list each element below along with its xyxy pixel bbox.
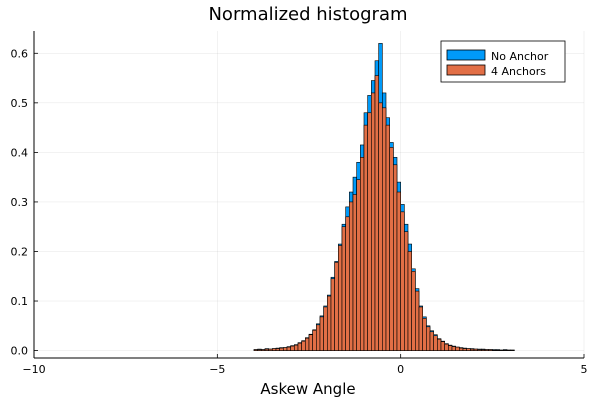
histogram-bar (349, 201, 354, 351)
histogram-bar (404, 231, 409, 351)
histogram-bar (396, 191, 401, 351)
histogram-bar (297, 342, 302, 351)
y-tick-label: 0.3 (11, 196, 29, 209)
histogram-bar (290, 345, 295, 351)
histogram-bar (488, 349, 493, 351)
x-axis-label: Askew Angle (260, 380, 355, 398)
histogram-bar (382, 107, 387, 351)
histogram-bar (301, 340, 306, 351)
series-4-anchors (253, 75, 515, 351)
histogram-bar (415, 290, 420, 351)
histogram-bar (411, 270, 416, 351)
legend-label-4-anchors: 4 Anchors (491, 65, 546, 78)
y-tick-label: 0.2 (11, 245, 29, 258)
histogram-bar (437, 338, 442, 351)
y-tick-label: 0.6 (11, 47, 29, 60)
y-tick-label: 0.5 (11, 97, 29, 110)
histogram-bar (319, 316, 324, 351)
histogram-bar (477, 349, 482, 351)
histogram-bar (374, 75, 379, 351)
histogram-bar (484, 349, 489, 351)
y-tick-label: 0.1 (11, 295, 29, 308)
histogram-bar (316, 324, 321, 351)
legend: No Anchor 4 Anchors (440, 40, 566, 83)
y-tick-label: 0.4 (11, 146, 29, 159)
legend-label-no-anchor: No Anchor (491, 50, 549, 63)
histogram-bar (286, 346, 291, 351)
histogram-bar (341, 226, 346, 351)
histogram-bar (426, 326, 431, 351)
y-tick-label: 0.0 (11, 345, 29, 358)
histogram-bar (345, 216, 350, 351)
histogram-bar (363, 124, 368, 351)
histogram-bar (459, 347, 464, 351)
histogram-bar (272, 348, 277, 351)
histogram-bar (400, 211, 405, 351)
histogram-bar (418, 306, 423, 351)
histogram-bar (338, 245, 343, 351)
histogram-bar (470, 348, 475, 351)
histogram-bar (305, 337, 310, 351)
histogram-bar (440, 341, 445, 351)
histogram-bar (462, 348, 467, 351)
histogram-bar (448, 345, 453, 351)
histogram-bar (327, 295, 332, 351)
histogram-bar (352, 194, 357, 351)
histogram-bar (433, 335, 438, 351)
x-tick-label: −10 (22, 363, 45, 376)
x-tick-label: −5 (209, 363, 225, 376)
histogram-bar (451, 346, 456, 351)
histogram-bar (360, 157, 365, 351)
axes (33, 31, 585, 359)
histogram-bar (466, 348, 471, 351)
histogram-bar (275, 348, 280, 351)
histogram-bar (323, 306, 328, 351)
histogram-bar (455, 346, 460, 351)
histogram-bar (444, 343, 449, 351)
histogram-bar (367, 112, 372, 351)
histogram-bar (308, 334, 313, 351)
histogram-bar (261, 349, 266, 351)
histogram-bar (279, 347, 284, 351)
legend-swatch-no-anchor (446, 49, 486, 61)
legend-swatch-4-anchors (446, 64, 486, 76)
histogram-bar (378, 102, 383, 351)
histogram-bar (257, 349, 262, 351)
histogram-bar (283, 347, 288, 351)
histogram-bar (422, 318, 427, 351)
tick-labels: −10 −5 0 5 0.0 0.1 0.2 0.3 0.4 0.5 0.6 (11, 47, 588, 376)
histogram-bar (389, 147, 394, 351)
histogram-bar (312, 329, 317, 351)
histogram-bar (407, 251, 412, 351)
histogram-bar (330, 278, 335, 351)
x-tick-label: 0 (397, 363, 404, 376)
chart-title: Normalized histogram (208, 4, 407, 25)
histogram-bar (385, 124, 390, 351)
histogram-bar (294, 344, 299, 351)
histogram-bar (473, 348, 478, 351)
histogram-bar (371, 92, 376, 351)
histogram-bar (264, 348, 269, 351)
histogram-bar (429, 331, 434, 351)
histogram-bar (334, 262, 339, 351)
histogram-bar (356, 179, 361, 351)
histogram-bar (393, 164, 398, 351)
histogram-bar (481, 349, 486, 351)
histogram-bar (268, 348, 273, 351)
x-tick-label: 5 (581, 363, 588, 376)
histogram-bar (253, 349, 258, 351)
